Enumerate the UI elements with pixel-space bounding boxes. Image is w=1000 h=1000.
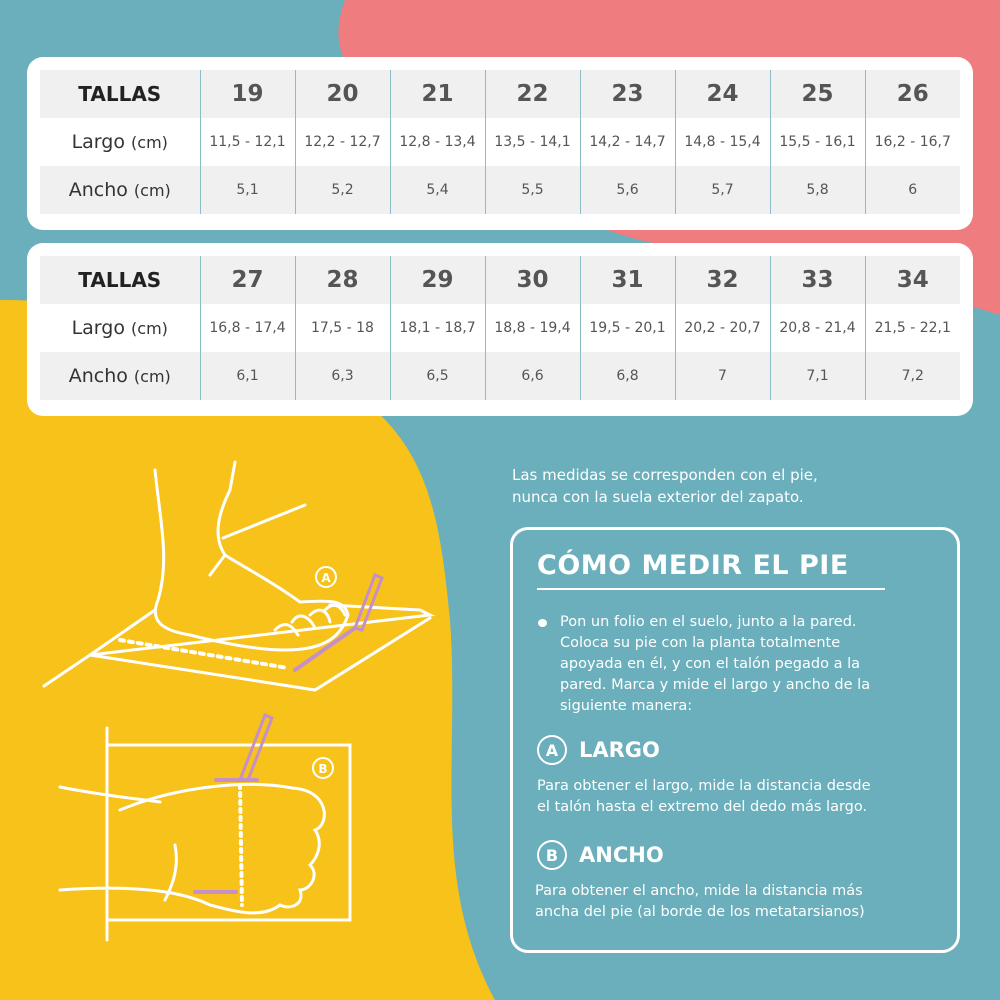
sizes-cell: 22 <box>484 70 580 118</box>
largo-cell: 14,2 - 14,7 <box>579 118 675 166</box>
ancho-cell: 7,1 <box>769 352 865 400</box>
sizes-cell: 25 <box>769 70 865 118</box>
largo-cell: 21,5 - 22,1 <box>864 304 960 352</box>
largo-cell: 19,5 - 20,1 <box>579 304 675 352</box>
largo-cell: 13,5 - 14,1 <box>484 118 580 166</box>
measurement-note: Las medidas se corresponden con el pie, … <box>512 466 818 506</box>
bullet-icon <box>538 619 547 627</box>
ancho-cell: 5,1 <box>199 166 295 214</box>
ancho-cell: 6,1 <box>199 352 295 400</box>
ancho-text: Para obtener el ancho, mide la distancia… <box>535 883 865 920</box>
sizes-cell: 33 <box>769 256 865 304</box>
largo-text: Para obtener el largo, mide la distancia… <box>537 778 871 815</box>
letter-a-icon: A <box>537 735 567 765</box>
ancho-cell: 6,3 <box>294 352 390 400</box>
sizes-cell: 29 <box>389 256 485 304</box>
largo-cell: 15,5 - 16,1 <box>769 118 865 166</box>
section-ancho: B ANCHO <box>537 840 664 870</box>
sizes-cell: 30 <box>484 256 580 304</box>
sizes-cell: 23 <box>579 70 675 118</box>
sizes-cell: 34 <box>864 256 960 304</box>
ancho-cell: 5,7 <box>674 166 770 214</box>
size-table-card-1: TALLAS 19 20 21 22 23 24 25 26 Largo (cm) 11,5 - … <box>27 57 973 230</box>
largo-cell: 14,8 - 15,4 <box>674 118 770 166</box>
largo-cell: 18,8 - 19,4 <box>484 304 580 352</box>
foot-top-view: B <box>58 713 352 942</box>
ancho-cell: 5,4 <box>389 166 485 214</box>
ancho-cell: 5,6 <box>579 166 675 214</box>
ancho-cell: 7 <box>674 352 770 400</box>
section-largo: A LARGO <box>537 735 660 765</box>
largo-row: Largo (cm) 11,5 - 12,1 12,2 - 12,7 12,8 - 1… <box>40 118 960 166</box>
largo-cell: 16,2 - 16,7 <box>864 118 960 166</box>
svg-text:B: B <box>318 762 327 776</box>
how-to-measure-box: CÓMO MEDIR EL PIE Pon un folio en el sue… <box>510 527 960 953</box>
largo-cell: 17,5 - 18 <box>294 304 390 352</box>
sizes-cell: 19 <box>199 70 295 118</box>
sizes-cell: 20 <box>294 70 390 118</box>
ancho-cell: 5,2 <box>294 166 390 214</box>
foot-measuring-illustration: A B <box>42 460 436 942</box>
size-table-card-2: TALLAS 27 28 29 30 31 32 33 34 Largo (cm) 16,8 - … <box>27 243 973 416</box>
ancho-cell: 5,5 <box>484 166 580 214</box>
largo-cell: 11,5 - 12,1 <box>199 118 295 166</box>
ancho-cell: 5,8 <box>769 166 865 214</box>
intro-text: Pon un folio en el suelo, junto a la par… <box>560 614 871 714</box>
ancho-cell: 6 <box>864 166 960 214</box>
ancho-cell: 7,2 <box>864 352 960 400</box>
largo-cell: 20,8 - 21,4 <box>769 304 865 352</box>
ancho-cell: 6,6 <box>484 352 580 400</box>
ancho-row: Ancho (cm) 6,1 6,3 6,5 6,6 6,8 7 7,1 7,2 <box>40 352 960 400</box>
how-to-title: CÓMO MEDIR EL PIE <box>537 550 849 581</box>
sizes-cell: 26 <box>864 70 960 118</box>
sizes-cell: 28 <box>294 256 390 304</box>
largo-cell: 12,8 - 13,4 <box>389 118 485 166</box>
ancho-cell: 6,5 <box>389 352 485 400</box>
sizes-row: TALLAS 27 28 29 30 31 32 33 34 <box>40 256 960 304</box>
ancho-row: Ancho (cm) 5,1 5,2 5,4 5,5 5,6 5,7 5,8 6 <box>40 166 960 214</box>
largo-row: Largo (cm) 16,8 - 17,4 17,5 - 18 18,1 - 18,… <box>40 304 960 352</box>
size-table-2: TALLAS 27 28 29 30 31 32 33 34 Largo (cm) 16,8 - … <box>40 256 960 400</box>
yellow-blob <box>0 300 495 1000</box>
size-table-1: TALLAS 19 20 21 22 23 24 25 26 Largo (cm) 11,5 - … <box>40 70 960 214</box>
largo-cell: 12,2 - 12,7 <box>294 118 390 166</box>
sizes-cell: 27 <box>199 256 295 304</box>
sizes-cell: 24 <box>674 70 770 118</box>
largo-cell: 20,2 - 20,7 <box>674 304 770 352</box>
title-divider <box>537 588 885 590</box>
letter-b-icon: B <box>537 840 567 870</box>
largo-cell: 16,8 - 17,4 <box>199 304 295 352</box>
sizes-cell: 32 <box>674 256 770 304</box>
ancho-cell: 6,8 <box>579 352 675 400</box>
sizes-cell: 31 <box>579 256 675 304</box>
sizes-cell: 21 <box>389 70 485 118</box>
largo-cell: 18,1 - 18,7 <box>389 304 485 352</box>
svg-text:A: A <box>321 571 331 585</box>
foot-side-view: A <box>42 460 436 692</box>
sizes-row: TALLAS 19 20 21 22 23 24 25 26 <box>40 70 960 118</box>
